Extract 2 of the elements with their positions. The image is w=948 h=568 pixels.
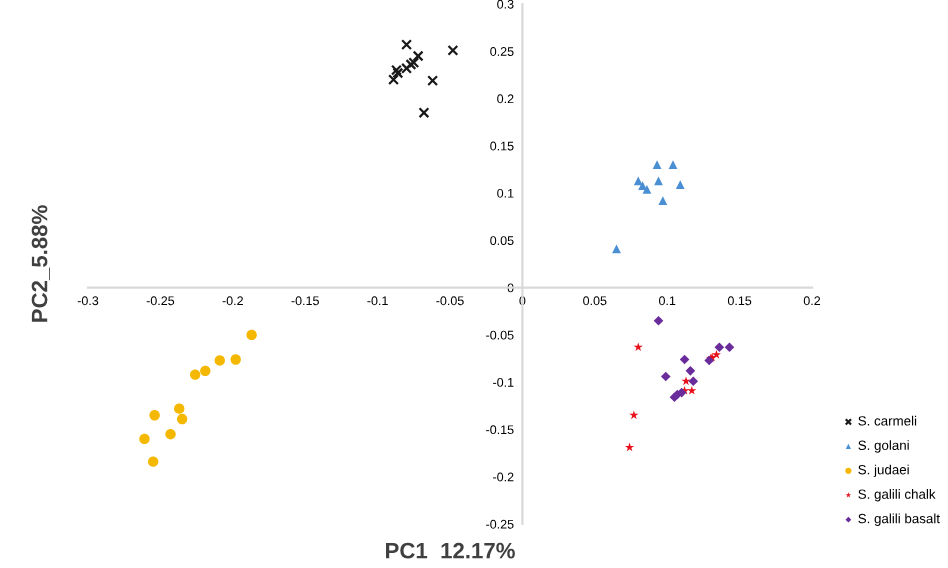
- x-axis-title: PC1 12.17%: [386, 542, 515, 559]
- y-axis-title: PC2_5.88%: [31, 205, 50, 322]
